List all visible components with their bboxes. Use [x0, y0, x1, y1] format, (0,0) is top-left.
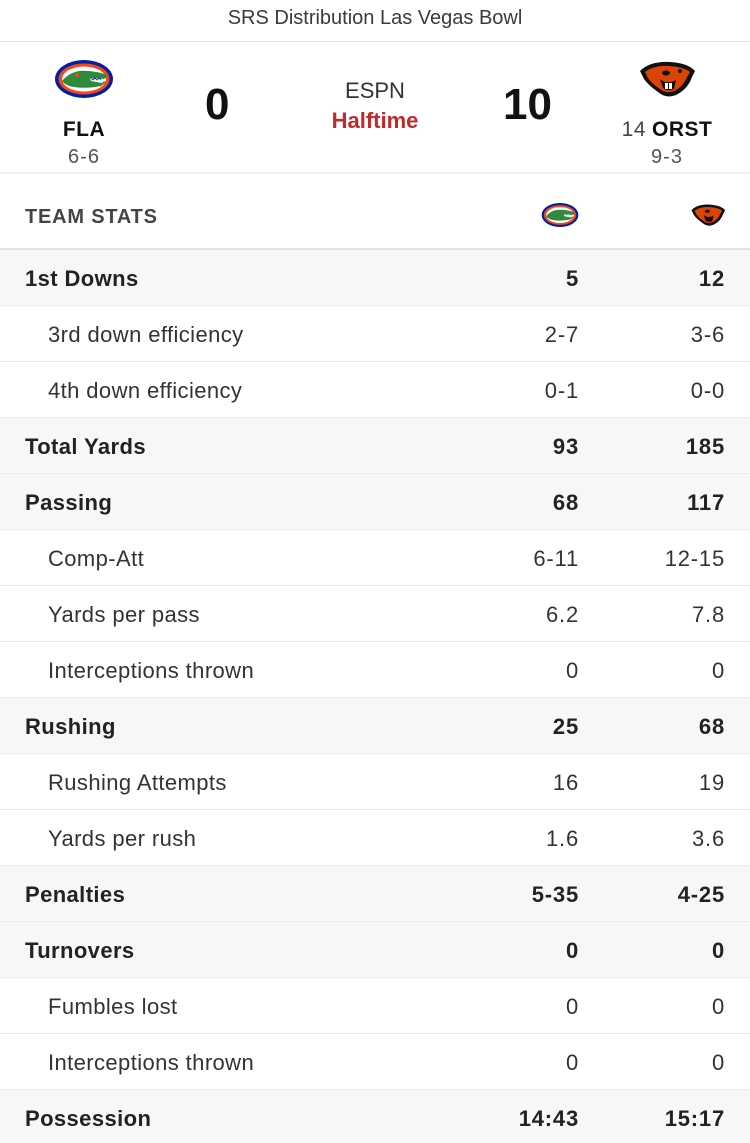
home-stat-value: 16	[552, 770, 579, 795]
stat-row: Penalties 5-35 4-25	[0, 866, 750, 922]
away-stat-value: 0	[711, 1050, 725, 1075]
away-stat-value: 12	[698, 266, 725, 291]
gators-mini-logo-icon	[541, 202, 579, 233]
home-stat-value: 0	[565, 938, 579, 963]
stat-row: Rushing 25 68	[0, 698, 750, 754]
stat-row: Turnovers 0 0	[0, 922, 750, 978]
away-stat-value: 68	[698, 714, 725, 739]
home-stat-value: 6.2	[546, 602, 579, 627]
network-label: ESPN	[345, 78, 405, 103]
away-team[interactable]: 14 ORST 9-3	[597, 54, 737, 169]
away-stat-value: 0-0	[690, 378, 725, 403]
stat-label: Comp-Att	[48, 546, 145, 571]
home-team[interactable]: FLA 6-6	[14, 54, 154, 169]
stat-row: 3rd down efficiency 2-7 3-6	[0, 306, 750, 362]
game-title: SRS Distribution Las Vegas Bowl	[0, 0, 750, 42]
stat-label: 1st Downs	[25, 266, 139, 291]
home-stat-value: 25	[552, 714, 579, 739]
stat-row: Rushing Attempts 16 19	[0, 754, 750, 810]
home-abbr: FLA	[62, 118, 106, 141]
away-stat-value: 4-25	[677, 882, 725, 907]
stat-row: Comp-Att 6-11 12-15	[0, 530, 750, 586]
gators-logo-icon	[14, 54, 154, 104]
stat-label: Interceptions thrown	[48, 658, 255, 683]
stat-label: 4th down efficiency	[48, 378, 243, 403]
away-stat-value: 7.8	[692, 602, 725, 627]
stat-label: Yards per pass	[48, 602, 200, 627]
away-rank: 14	[621, 118, 646, 141]
home-stat-value: 0	[565, 1050, 579, 1075]
stat-row: Passing 68 117	[0, 474, 750, 530]
away-stat-value: 15:17	[664, 1106, 725, 1131]
away-record: 9-3	[651, 146, 683, 168]
home-stat-value: 2-7	[544, 322, 579, 347]
home-score: 0	[205, 80, 230, 129]
stat-row: Fumbles lost 0 0	[0, 978, 750, 1034]
home-stat-value: 0	[565, 994, 579, 1019]
away-stat-value: 3.6	[692, 826, 725, 851]
stat-label: Fumbles lost	[48, 994, 178, 1019]
stat-row: Possession 14:43 15:17	[0, 1090, 750, 1143]
home-stat-value: 0-1	[544, 378, 579, 403]
stat-label: Total Yards	[25, 434, 146, 459]
home-stat-value: 6-11	[533, 546, 579, 571]
stat-label: Passing	[25, 490, 113, 515]
team-stats-label: TEAM STATS	[25, 206, 158, 228]
beavers-logo-icon	[597, 54, 737, 104]
scoreboard[interactable]: FLA 6-6 0 ESPN Halftime 10 14 ORST 9-3	[0, 42, 750, 172]
away-stat-value: 3-6	[690, 322, 725, 347]
home-stat-value: 68	[552, 490, 579, 515]
stat-row: Interceptions thrown 0 0	[0, 1034, 750, 1090]
stat-label: Turnovers	[25, 938, 135, 963]
away-stat-value: 117	[687, 490, 725, 515]
stat-row: Interceptions thrown 0 0	[0, 642, 750, 698]
game-status: Halftime	[331, 108, 419, 133]
away-stat-value: 0	[711, 658, 725, 683]
stat-label: 3rd down efficiency	[48, 322, 244, 347]
home-record: 6-6	[68, 146, 100, 168]
stat-row: Total Yards 93 185	[0, 418, 750, 474]
game-status-center: ESPN Halftime	[275, 78, 475, 134]
stat-label: Possession	[25, 1106, 152, 1131]
away-stat-value: 0	[711, 938, 725, 963]
stat-label: Interceptions thrown	[48, 1050, 255, 1075]
away-stat-value: 19	[698, 770, 725, 795]
away-abbr: ORST	[652, 118, 713, 141]
away-stat-value: 185	[685, 434, 725, 459]
stat-label: Penalties	[25, 882, 126, 907]
stat-row: Yards per rush 1.6 3.6	[0, 810, 750, 866]
stat-row: 4th down efficiency 0-1 0-0	[0, 362, 750, 418]
home-stat-value: 93	[552, 434, 579, 459]
home-stat-value: 1.6	[546, 826, 579, 851]
section-divider	[0, 172, 750, 174]
team-stats-header: TEAM STATS	[0, 174, 750, 250]
away-score: 10	[503, 80, 552, 129]
home-stat-value: 14:43	[518, 1106, 579, 1131]
stat-row: Yards per pass 6.2 7.8	[0, 586, 750, 642]
stats-table: 1st Downs 5 12 3rd down efficiency 2-7 3-6 4th…	[0, 250, 750, 1143]
away-stat-value: 0	[711, 994, 725, 1019]
stat-label: Rushing	[25, 714, 116, 739]
away-stat-value: 12-15	[664, 546, 725, 571]
home-stat-value: 0	[565, 658, 579, 683]
home-stat-value: 5	[565, 266, 579, 291]
stat-row: 1st Downs 5 12	[0, 250, 750, 306]
home-stat-value: 5-35	[531, 882, 579, 907]
stat-label: Rushing Attempts	[48, 770, 227, 795]
stat-label: Yards per rush	[48, 826, 197, 851]
beavers-mini-logo-icon	[689, 202, 727, 233]
